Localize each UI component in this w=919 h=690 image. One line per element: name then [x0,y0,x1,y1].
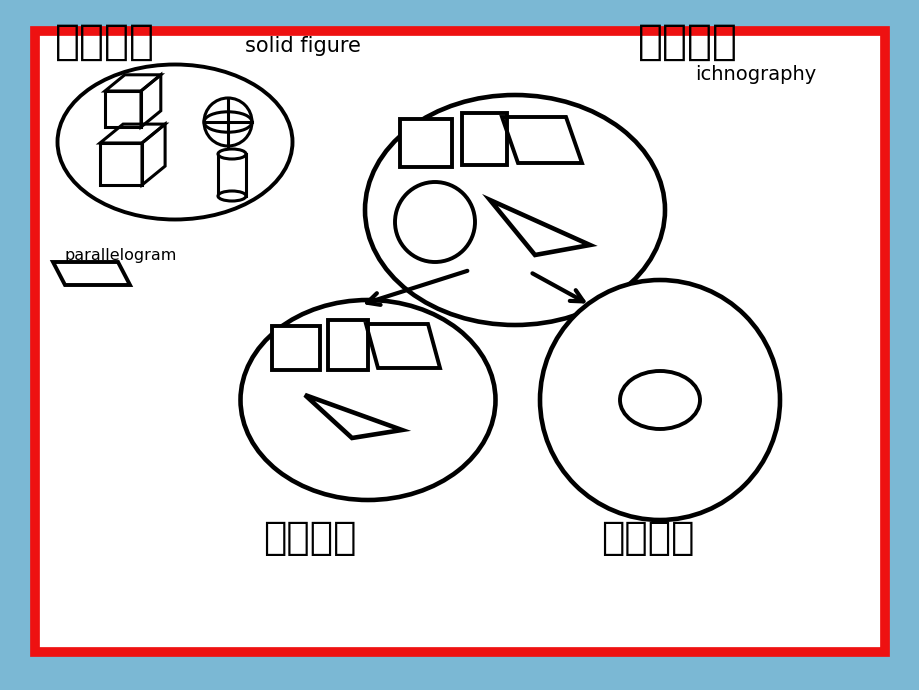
Bar [400,119,451,167]
Text: 平面图形: 平面图形 [637,21,737,63]
Ellipse shape [619,371,699,429]
Text: 直线构成: 直线构成 [263,519,357,557]
Circle shape [394,182,474,262]
Ellipse shape [240,300,495,500]
Text: solid figure: solid figure [244,36,360,56]
Text: 立体图形: 立体图形 [55,21,154,63]
Ellipse shape [218,149,245,159]
Text: parallelogram: parallelogram [65,248,177,262]
Bar [328,320,368,370]
Circle shape [204,98,252,146]
Bar [461,113,506,165]
Text: 曲线构成: 曲线构成 [601,519,694,557]
Ellipse shape [57,64,292,219]
Ellipse shape [365,95,664,325]
FancyBboxPatch shape [35,31,884,652]
Bar [272,326,320,370]
Ellipse shape [218,191,245,201]
Circle shape [539,280,779,520]
Bar [218,154,245,196]
Text: ichnography: ichnography [694,64,815,83]
